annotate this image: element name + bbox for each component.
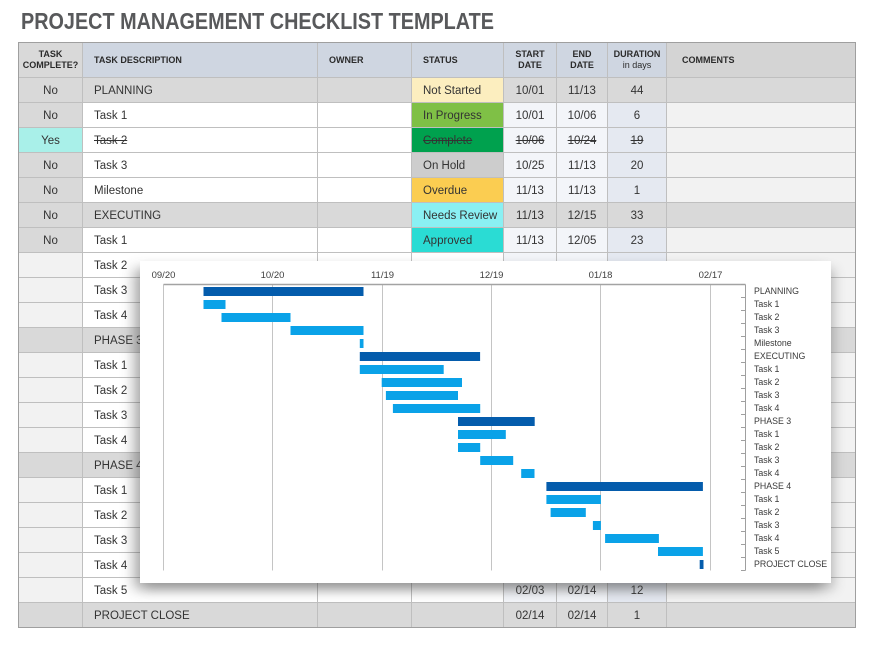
svg-text:Task 2: Task 2 — [754, 507, 780, 517]
svg-text:Task 1: Task 1 — [754, 364, 780, 374]
svg-text:Task 3: Task 3 — [754, 325, 780, 335]
svg-text:Task 4: Task 4 — [754, 403, 780, 413]
svg-text:Task 2: Task 2 — [754, 312, 780, 322]
svg-text:Task 5: Task 5 — [754, 546, 780, 556]
svg-text:09/20: 09/20 — [152, 270, 176, 281]
svg-text:02/17: 02/17 — [699, 270, 723, 281]
svg-text:11/19: 11/19 — [371, 270, 394, 281]
svg-text:Milestone: Milestone — [754, 338, 792, 348]
svg-text:Task 2: Task 2 — [754, 377, 780, 387]
svg-text:01/18: 01/18 — [589, 270, 613, 281]
svg-text:PLANNING: PLANNING — [754, 286, 799, 296]
svg-text:Task 1: Task 1 — [754, 429, 780, 439]
svg-text:Task 1: Task 1 — [754, 299, 780, 309]
svg-text:Task 4: Task 4 — [754, 533, 780, 543]
svg-text:PHASE 3: PHASE 3 — [754, 416, 791, 426]
svg-text:Task 2: Task 2 — [754, 442, 780, 452]
svg-text:Task 4: Task 4 — [754, 468, 780, 478]
svg-text:Task 3: Task 3 — [754, 520, 780, 530]
svg-text:EXECUTING: EXECUTING — [754, 351, 805, 361]
svg-text:PROJECT CLOSE: PROJECT CLOSE — [754, 559, 827, 569]
svg-text:PHASE 4: PHASE 4 — [754, 481, 791, 491]
svg-text:12/19: 12/19 — [480, 270, 504, 281]
svg-text:10/20: 10/20 — [261, 270, 285, 281]
svg-text:Task 3: Task 3 — [754, 390, 780, 400]
svg-text:Task 3: Task 3 — [754, 455, 780, 465]
svg-text:Task 1: Task 1 — [754, 494, 780, 504]
